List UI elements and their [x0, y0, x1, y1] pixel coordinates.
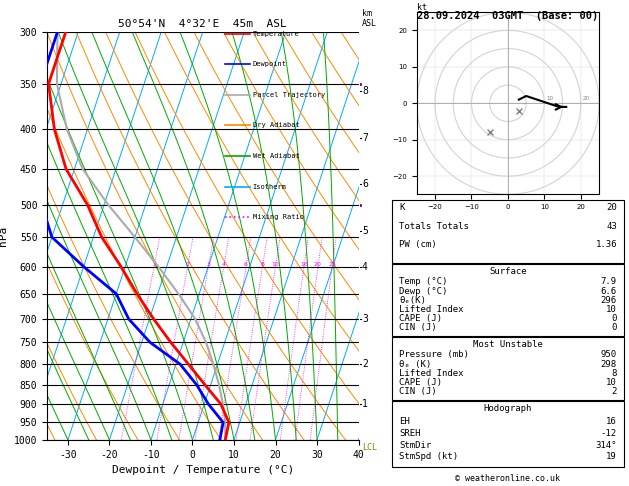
Text: Pressure (mb): Pressure (mb) — [399, 350, 469, 359]
Text: km
ASL: km ASL — [362, 9, 377, 28]
Text: © weatheronline.co.uk: © weatheronline.co.uk — [455, 474, 560, 483]
Text: 6: 6 — [362, 179, 368, 189]
Text: 10: 10 — [546, 96, 553, 102]
Text: Parcel Trajectory: Parcel Trajectory — [253, 92, 325, 98]
Text: Mixing Ratio: Mixing Ratio — [253, 214, 304, 220]
Text: Totals Totals: Totals Totals — [399, 222, 469, 231]
Text: StmSpd (kt): StmSpd (kt) — [399, 452, 458, 461]
Text: 0: 0 — [611, 323, 617, 332]
Bar — [392, 264, 624, 336]
Text: 5: 5 — [362, 226, 368, 236]
Text: Most Unstable: Most Unstable — [473, 340, 543, 349]
Text: 20: 20 — [582, 96, 589, 102]
Text: StmDir: StmDir — [399, 440, 431, 450]
Text: 20: 20 — [314, 262, 322, 267]
Text: 10: 10 — [272, 262, 279, 267]
Text: 4: 4 — [362, 261, 368, 272]
Text: 950: 950 — [601, 350, 617, 359]
Text: 16: 16 — [606, 417, 617, 426]
Text: 25: 25 — [328, 262, 336, 267]
Text: Wet Adiabat: Wet Adiabat — [253, 153, 299, 159]
Text: 314°: 314° — [596, 440, 617, 450]
Text: 7.9: 7.9 — [601, 278, 617, 286]
Text: 4: 4 — [221, 262, 226, 267]
Text: 3: 3 — [362, 314, 368, 324]
Text: θₑ (K): θₑ (K) — [399, 360, 431, 368]
Text: Dewp (°C): Dewp (°C) — [399, 287, 447, 295]
Text: 28.09.2024  03GMT  (Base: 00): 28.09.2024 03GMT (Base: 00) — [417, 11, 599, 21]
Bar — [392, 337, 624, 400]
Text: 6.6: 6.6 — [601, 287, 617, 295]
Title: 50°54'N  4°32'E  45m  ASL: 50°54'N 4°32'E 45m ASL — [118, 19, 287, 30]
Text: 1.36: 1.36 — [596, 240, 617, 249]
Text: Temperature: Temperature — [253, 31, 299, 36]
Text: Hodograph: Hodograph — [484, 404, 532, 414]
Text: 16: 16 — [300, 262, 308, 267]
Text: 43: 43 — [606, 222, 617, 231]
Text: 2: 2 — [186, 262, 189, 267]
Text: EH: EH — [399, 417, 409, 426]
Text: 7: 7 — [362, 133, 368, 142]
Text: Isotherm: Isotherm — [253, 184, 287, 190]
Text: CIN (J): CIN (J) — [399, 323, 437, 332]
Text: Dewpoint: Dewpoint — [253, 61, 287, 67]
Text: 10: 10 — [606, 305, 617, 314]
Text: 19: 19 — [606, 452, 617, 461]
Text: CAPE (J): CAPE (J) — [399, 314, 442, 323]
Text: PW (cm): PW (cm) — [399, 240, 437, 249]
Text: 8: 8 — [362, 86, 368, 96]
Text: 1: 1 — [362, 399, 368, 409]
Text: Lifted Index: Lifted Index — [399, 369, 464, 378]
Text: K: K — [399, 203, 404, 212]
Text: LCL: LCL — [362, 443, 377, 452]
Text: CAPE (J): CAPE (J) — [399, 378, 442, 387]
Text: CIN (J): CIN (J) — [399, 387, 437, 396]
Text: 296: 296 — [601, 295, 617, 305]
Text: 20: 20 — [606, 203, 617, 212]
Text: Lifted Index: Lifted Index — [399, 305, 464, 314]
Text: 1: 1 — [152, 262, 156, 267]
Bar — [392, 401, 624, 467]
Y-axis label: hPa: hPa — [0, 226, 8, 246]
Text: Surface: Surface — [489, 267, 526, 277]
Text: -12: -12 — [601, 429, 617, 438]
Text: θₑ(K): θₑ(K) — [399, 295, 426, 305]
Text: 6: 6 — [244, 262, 248, 267]
Text: Temp (°C): Temp (°C) — [399, 278, 447, 286]
Text: 2: 2 — [611, 387, 617, 396]
Text: 8: 8 — [611, 369, 617, 378]
Text: Dry Adiabat: Dry Adiabat — [253, 122, 299, 128]
Text: 8: 8 — [260, 262, 264, 267]
Text: 0: 0 — [611, 314, 617, 323]
Bar — [392, 200, 624, 263]
Text: 298: 298 — [601, 360, 617, 368]
Text: kt: kt — [417, 3, 427, 12]
Text: 3: 3 — [206, 262, 210, 267]
Text: 10: 10 — [606, 378, 617, 387]
Text: SREH: SREH — [399, 429, 420, 438]
X-axis label: Dewpoint / Temperature (°C): Dewpoint / Temperature (°C) — [112, 465, 294, 475]
Text: 2: 2 — [362, 359, 368, 369]
